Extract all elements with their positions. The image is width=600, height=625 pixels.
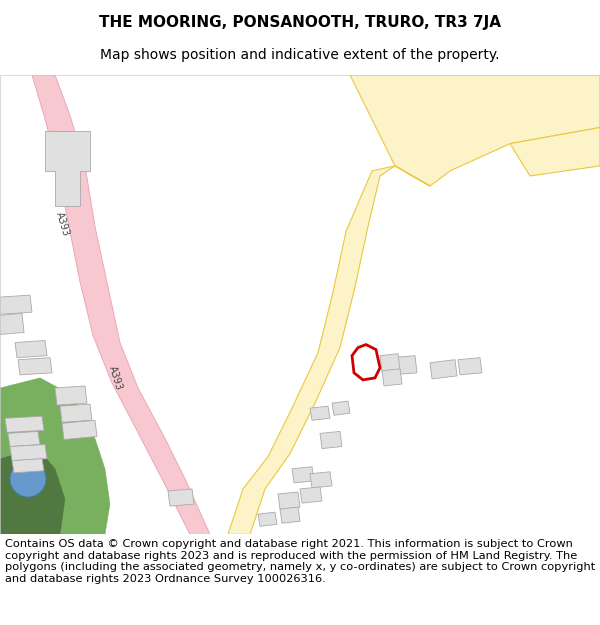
Polygon shape bbox=[258, 512, 277, 526]
Polygon shape bbox=[300, 487, 322, 503]
Polygon shape bbox=[0, 449, 65, 534]
Polygon shape bbox=[332, 401, 350, 415]
Polygon shape bbox=[45, 131, 90, 206]
Polygon shape bbox=[8, 431, 40, 446]
Polygon shape bbox=[278, 492, 300, 509]
Polygon shape bbox=[228, 166, 430, 534]
Text: A393: A393 bbox=[53, 211, 70, 238]
Polygon shape bbox=[320, 431, 342, 449]
Text: Map shows position and indicative extent of the property.: Map shows position and indicative extent… bbox=[100, 48, 500, 62]
Polygon shape bbox=[18, 357, 52, 375]
Polygon shape bbox=[310, 472, 332, 488]
Polygon shape bbox=[15, 341, 47, 357]
Polygon shape bbox=[62, 420, 97, 439]
Polygon shape bbox=[430, 360, 457, 379]
Polygon shape bbox=[12, 459, 44, 472]
Polygon shape bbox=[390, 356, 417, 375]
Polygon shape bbox=[60, 404, 92, 422]
Polygon shape bbox=[350, 75, 600, 186]
Text: Contains OS data © Crown copyright and database right 2021. This information is : Contains OS data © Crown copyright and d… bbox=[5, 539, 595, 584]
Polygon shape bbox=[168, 489, 194, 506]
Polygon shape bbox=[382, 369, 402, 386]
Text: THE MOORING, PONSANOOTH, TRURO, TR3 7JA: THE MOORING, PONSANOOTH, TRURO, TR3 7JA bbox=[99, 16, 501, 31]
Polygon shape bbox=[0, 295, 32, 314]
Polygon shape bbox=[10, 444, 47, 461]
Polygon shape bbox=[5, 416, 44, 432]
Text: A393: A393 bbox=[107, 364, 124, 391]
Polygon shape bbox=[310, 406, 330, 420]
Polygon shape bbox=[510, 127, 600, 176]
Polygon shape bbox=[0, 378, 110, 534]
Polygon shape bbox=[292, 467, 314, 483]
Polygon shape bbox=[380, 354, 400, 372]
Polygon shape bbox=[55, 386, 87, 405]
Polygon shape bbox=[280, 507, 300, 523]
Polygon shape bbox=[458, 357, 482, 375]
Polygon shape bbox=[0, 313, 24, 334]
Polygon shape bbox=[32, 75, 210, 534]
Circle shape bbox=[10, 461, 46, 497]
